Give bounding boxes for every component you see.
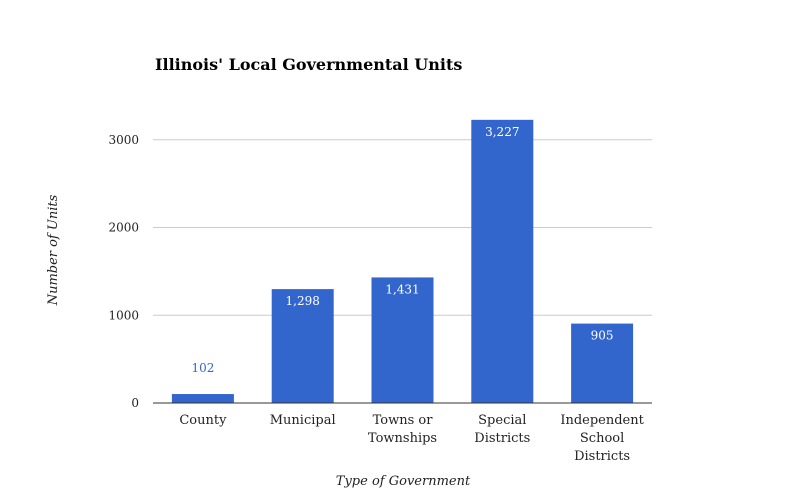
data-label: 102	[191, 361, 214, 375]
y-tick-label: 0	[131, 396, 139, 410]
x-tick-label: Towns or Townships	[368, 413, 437, 446]
data-label-layer: 102 1,298 1,431 3,227 905	[191, 125, 613, 375]
bar-layer	[171, 119, 634, 403]
bar[interactable]	[371, 277, 434, 403]
x-tick-label: Special Districts	[474, 413, 530, 446]
x-tick-label-line: Districts	[474, 431, 530, 446]
x-tick-label: Independent School Districts	[560, 413, 644, 464]
data-label: 3,227	[485, 125, 519, 139]
x-tick-label-line: County	[179, 413, 227, 428]
x-tick-label-line: School	[580, 431, 624, 446]
bar[interactable]	[571, 323, 634, 403]
y-tick-layer: 0 1000 2000 3000	[108, 133, 139, 410]
y-tick-label: 2000	[108, 221, 139, 235]
data-label: 1,431	[385, 282, 419, 296]
y-tick-label: 1000	[108, 308, 139, 322]
x-tick-label: Municipal	[270, 413, 336, 428]
x-tick-label-line: Municipal	[270, 413, 336, 428]
chart-title: Illinois' Local Governmental Units	[155, 55, 462, 74]
x-tick-label-line: Townships	[368, 431, 437, 446]
bar[interactable]	[171, 394, 234, 403]
x-tick-layer: County Municipal Towns or Townships Special D…	[179, 413, 644, 464]
y-axis-title: Number of Units	[46, 194, 61, 306]
x-tick-label: County	[179, 413, 227, 428]
x-tick-label-line: Districts	[574, 449, 630, 464]
bar[interactable]	[271, 289, 334, 403]
data-label: 1,298	[286, 294, 320, 308]
x-tick-label-line: Towns or	[373, 413, 434, 428]
bar[interactable]	[471, 119, 534, 403]
x-tick-label-line: Special	[478, 413, 526, 428]
x-tick-label-line: Independent	[560, 413, 644, 428]
y-tick-label: 3000	[108, 133, 139, 147]
data-label: 905	[591, 329, 614, 343]
x-axis-title: Type of Government	[336, 474, 471, 489]
